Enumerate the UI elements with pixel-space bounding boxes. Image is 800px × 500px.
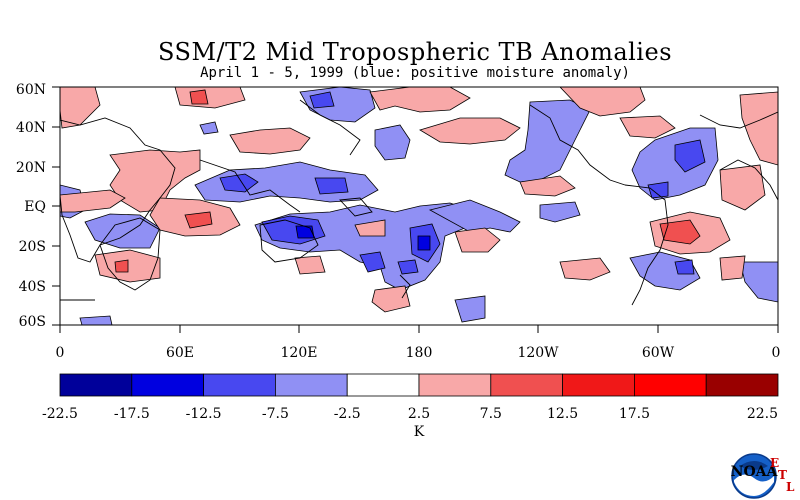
- anomaly-core-neg: [647, 181, 669, 199]
- etl-letter: T: [778, 468, 787, 482]
- colorbar-level-label: 17.5: [619, 406, 650, 422]
- anomaly-region-neg: [374, 124, 411, 161]
- colorbar: -22.5 -17.5 -12.5 -7.5 -2.5 2.5 7.5 12.5 17.5 22.…: [42, 373, 779, 422]
- colorbar-swatch: [418, 373, 492, 397]
- colorbar-swatch: [274, 373, 348, 397]
- etl-letter: L: [786, 480, 795, 494]
- coastlines: [60, 99, 778, 306]
- colorbar-swatch: [59, 373, 133, 397]
- lat-label: EQ: [24, 199, 46, 215]
- anomaly-region-pos: [229, 127, 311, 155]
- anomaly-core-strong: [295, 225, 315, 239]
- etl-letter: E: [770, 456, 780, 470]
- anomaly-core-strong: [417, 235, 431, 251]
- anomaly-core-pos: [189, 89, 209, 105]
- anomaly-region-pos: [454, 227, 501, 253]
- anomaly-region-neg: [739, 261, 778, 303]
- lon-axis: 0 60E 120E 180 120W 60W 0: [56, 325, 781, 361]
- anomaly-core-neg: [219, 173, 259, 193]
- lon-label: 0: [56, 345, 65, 361]
- anomaly-region-pos: [354, 219, 386, 237]
- colorbar-level-label: -17.5: [114, 406, 150, 422]
- anomaly-region-neg: [539, 201, 581, 223]
- colorbar-swatch: [203, 373, 276, 397]
- colorbar-level-label: -7.5: [262, 406, 289, 422]
- lon-label: 120E: [281, 345, 318, 361]
- anomaly-core-pos: [659, 219, 701, 245]
- colorbar-swatch: [634, 373, 707, 397]
- colorbar-swatch: [562, 373, 635, 397]
- anomaly-region-neg: [79, 315, 113, 325]
- lat-label: 60S: [19, 314, 46, 330]
- anomaly-region-pos: [371, 285, 411, 313]
- noaa-logo: NOAA: [731, 453, 778, 499]
- anomaly-core-pos: [114, 259, 129, 273]
- anomaly-region-pos: [719, 164, 766, 211]
- colorbar-level-label: 7.5: [480, 406, 502, 422]
- anomaly-region-pos: [519, 175, 576, 197]
- colorbar-unit: K: [414, 424, 425, 440]
- noaa-logo-text: NOAA: [731, 464, 778, 480]
- lat-label: 40N: [16, 120, 46, 136]
- colorbar-level-label: 2.5: [408, 406, 430, 422]
- map-title: SSM/T2 Mid Tropospheric TB Anomalies: [157, 38, 673, 66]
- lat-label: 20N: [16, 160, 46, 176]
- anomaly-core-neg: [309, 91, 335, 109]
- lon-label: 60W: [642, 345, 675, 361]
- anomaly-region-pos: [739, 91, 778, 166]
- colorbar-swatch: [490, 373, 563, 397]
- anomaly-region-pos: [419, 117, 521, 145]
- anomaly-region-pos: [369, 87, 471, 113]
- anomaly-fields: [60, 87, 778, 325]
- lon-label: 180: [406, 345, 433, 361]
- anomaly-region-pos: [109, 149, 201, 213]
- colorbar-level-label: 22.5: [747, 406, 778, 422]
- anomaly-region-pos: [559, 257, 611, 281]
- anomaly-region-pos: [294, 255, 326, 275]
- colorbar-swatch: [131, 373, 205, 397]
- colorbar-swatch: [705, 373, 779, 397]
- colorbar-swatch: [346, 373, 420, 397]
- colorbar-level-label: -2.5: [334, 406, 361, 422]
- map-subtitle: April 1 - 5, 1999 (blue: positive moistu…: [200, 65, 630, 81]
- lat-label: 40S: [19, 279, 46, 295]
- lon-label: 120W: [517, 345, 559, 361]
- colorbar-level-label: -22.5: [42, 406, 78, 422]
- anomaly-region-pos: [559, 87, 646, 117]
- anomaly-region-neg: [454, 295, 486, 323]
- anomaly-region-pos: [619, 115, 676, 139]
- lon-label: 60E: [166, 345, 194, 361]
- colorbar-level-label: -12.5: [186, 406, 222, 422]
- anomaly-core-neg: [674, 259, 695, 275]
- lat-axis: 60N 40N 20N EQ 20S 40S 60S: [16, 82, 60, 330]
- lon-label: 0: [772, 345, 781, 361]
- colorbar-level-label: 12.5: [547, 406, 578, 422]
- anomaly-core-neg: [397, 259, 419, 275]
- lat-label: 60N: [16, 82, 46, 98]
- anomaly-core-pos: [184, 211, 213, 229]
- anomaly-region-pos: [719, 255, 746, 281]
- anomaly-core-neg: [314, 177, 349, 195]
- anomaly-region-neg: [199, 121, 219, 135]
- anomaly-core-neg: [359, 251, 386, 273]
- anomaly-core-neg: [674, 139, 706, 173]
- lat-label: 20S: [19, 239, 46, 255]
- anomaly-region-pos: [60, 189, 126, 213]
